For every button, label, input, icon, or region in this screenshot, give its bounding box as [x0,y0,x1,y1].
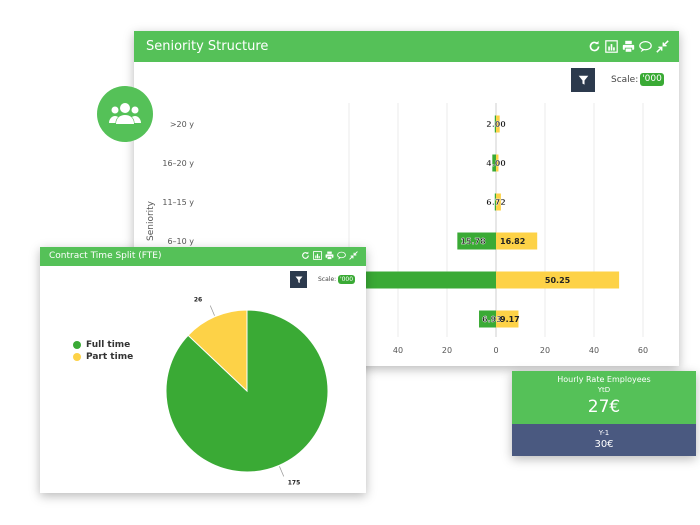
legend-swatch [73,341,81,349]
x-tick-label: 20 [540,346,550,355]
hourly-rate-ytd-section: Hourly Rate Employees YtD 27€ [512,371,696,424]
hourly-rate-prev-section: Y-1 30€ [512,424,696,456]
legend-item[interactable]: Full time [73,339,133,351]
scale-label: Scale: [318,276,337,283]
x-tick-label: 20 [442,346,452,355]
comment-icon[interactable] [639,40,652,53]
data-label-man: 6.93 [482,315,502,324]
seniority-header: Seniority Structure [134,31,679,62]
contract-time-split-panel: Contract Time Split (FTE) Scale: '000 Fu… [40,247,366,493]
label-leader-line [279,466,285,477]
ytd-value: 27€ [587,397,621,417]
pie-slice[interactable] [187,309,248,393]
contract-toolbar [301,251,358,260]
legend-label: Part time [86,352,134,362]
chart-icon[interactable] [313,251,322,260]
category-label: 11–15 y [162,198,194,207]
bar-woman[interactable] [496,154,499,172]
bar-woman[interactable] [496,310,519,328]
pie-data-label: 26 [194,297,202,304]
bar-man[interactable] [494,115,496,133]
contract-title: Contract Time Split (FTE) [49,251,162,261]
scale-badge: '000 [338,275,355,284]
scale-label: Scale: [611,75,639,85]
contract-header: Contract Time Split (FTE) [40,247,366,266]
data-label-woman: 9.17 [500,315,520,324]
prev-year-value: 30€ [594,439,614,450]
refresh-icon[interactable] [588,40,601,53]
data-label-woman: 50.25 [545,276,571,285]
chart-icon[interactable] [605,40,618,53]
pie-data-label: 175 [288,479,301,486]
print-icon[interactable] [325,251,334,260]
bar-woman[interactable] [496,232,538,250]
prev-year-label: Y-1 [598,429,610,437]
data-label-man: 4.00 [486,159,506,168]
label-leader-line [209,305,215,316]
bar-woman[interactable] [496,193,501,211]
refresh-icon[interactable] [301,251,310,260]
bar-man[interactable] [479,310,496,328]
data-label-man: 15.78 [460,237,486,246]
bar-man[interactable] [494,193,496,211]
x-tick-label: 40 [589,346,599,355]
pie-legend: Full time Part time [73,339,133,363]
filter-button[interactable] [571,68,595,92]
data-label-man: 2.00 [486,120,506,129]
data-label-man: 6.72 [486,198,506,207]
category-label: 16–20 y [162,159,194,168]
collapse-icon[interactable] [656,40,669,53]
ytd-label: YtD [597,386,611,394]
hourly-rate-title: Hourly Rate Employees [557,375,651,384]
bar-man[interactable] [492,154,496,172]
filter-icon [578,75,588,85]
comment-icon[interactable] [337,251,346,260]
filter-button[interactable] [290,271,307,288]
scale-badge: '000 [640,73,664,86]
contract-pie-chart: 175 26 [165,297,329,486]
filter-icon [295,276,302,283]
legend-item[interactable]: Part time [73,351,133,363]
x-tick-label: 40 [393,346,403,355]
legend-label: Full time [86,340,131,350]
x-tick-label: 0 [493,346,498,355]
bar-woman[interactable] [496,115,500,133]
category-label: >20 y [170,120,194,129]
legend-swatch [73,353,81,361]
seniority-title: Seniority Structure [146,39,269,54]
collapse-icon[interactable] [349,251,358,260]
y-axis-label: Seniority [146,200,156,241]
data-label-woman: 16.82 [500,237,525,246]
x-tick-label: 60 [638,346,648,355]
bar-woman[interactable] [496,271,620,289]
category-label: 6–10 y [167,237,194,246]
seniority-toolbar [588,40,669,53]
print-icon[interactable] [622,40,635,53]
employees-group-icon [97,86,153,142]
bar-man[interactable] [457,232,496,250]
hourly-rate-card: Hourly Rate Employees YtD 27€ Y-1 30€ [512,371,696,456]
